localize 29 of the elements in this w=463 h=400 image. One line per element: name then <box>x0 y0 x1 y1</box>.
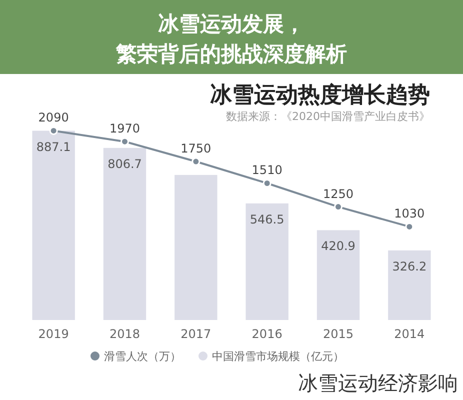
bar <box>32 130 75 320</box>
x-tick-label: 2017 <box>180 327 212 341</box>
data-label: 326.2 <box>392 259 427 274</box>
bar <box>103 148 146 320</box>
x-tick-label: 2015 <box>322 327 354 341</box>
bar <box>388 250 431 320</box>
data-label: 2090 <box>38 110 69 125</box>
text: 冰雪运动经济影响 <box>298 371 458 395</box>
bar <box>174 174 218 320</box>
data-label: 1510 <box>252 163 282 178</box>
legend-label: 中国滑雪市场规模（亿元） <box>212 350 344 363</box>
data-label: 887.1 <box>36 140 71 154</box>
data-label: 546.5 <box>250 212 284 226</box>
x-tick-label: 2019 <box>38 327 69 341</box>
bar <box>246 203 288 320</box>
data-label: 420.9 <box>321 239 356 254</box>
x-tick-label: 2018 <box>109 327 140 341</box>
legend-label: 滑雪人次（万） <box>104 350 181 363</box>
chart-subtitle: 数据来源：《2020中国滑雪产业白皮书》 <box>226 110 430 123</box>
banner: 冰雪运动发展，繁荣背后的挑战深度解析 <box>0 0 463 74</box>
data-label: 1250 <box>322 186 354 201</box>
data-label: 1970 <box>109 122 140 136</box>
data-label: 1030 <box>394 206 425 221</box>
x-tick-label: 2016 <box>252 327 282 341</box>
data-label: 806.7 <box>108 156 142 171</box>
data-label: 1750 <box>180 142 212 156</box>
chart-title: 冰雪运动热度增长趋势 <box>210 82 430 108</box>
x-tick-label: 2014 <box>394 327 425 341</box>
bar <box>316 230 360 320</box>
